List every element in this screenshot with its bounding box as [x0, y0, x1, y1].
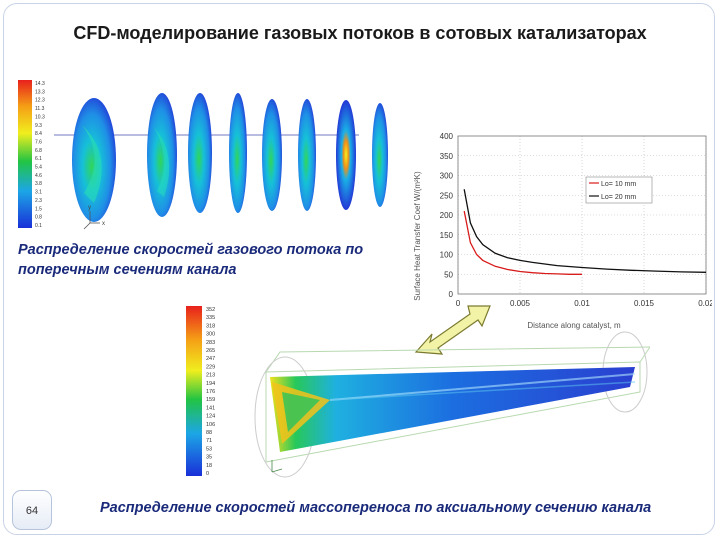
bottom-scale-label: 283 [206, 340, 215, 346]
bottom-scale-label: 229 [206, 364, 215, 370]
axis-widget-x-label: x [102, 221, 105, 227]
chart-plot-area [457, 135, 707, 295]
chart-legend: Lo= 10 mm Lo= 20 mm [585, 176, 653, 204]
chart-x-tick-label: 0.015 [634, 299, 655, 308]
bottom-scale-label: 352 [206, 307, 215, 313]
bottom-scale-label: 124 [206, 414, 215, 420]
bottom-scale-label: 318 [206, 323, 215, 329]
chart-series-line-1 [463, 210, 582, 275]
chart-x-tick-label: 0.01 [574, 299, 590, 308]
legend-item-lo10: Lo= 10 mm [601, 181, 636, 188]
bottom-color-scale-bar [186, 306, 202, 476]
chart-y-tick-label: 400 [440, 132, 454, 141]
bottom-scale-label: 0 [206, 471, 209, 477]
bottom-scale-label: 247 [206, 356, 215, 362]
top-scale-label: 12.3 [35, 98, 45, 104]
top-scale-label: 8.4 [35, 131, 42, 137]
bottom-scale-label: 335 [206, 315, 215, 321]
chart-y-tick-label: 50 [444, 270, 453, 279]
bottom-scale-label: 265 [206, 348, 215, 354]
chart-y-tick-label: 250 [440, 191, 454, 200]
top-scale-label: 9.3 [35, 123, 42, 129]
top-scale-label: 0.8 [35, 215, 42, 221]
top-scale-label: 11.3 [35, 106, 45, 112]
top-color-scale-bar [18, 80, 32, 228]
bottom-scale-label: 88 [206, 430, 212, 436]
chart-y-tick-label: 0 [449, 290, 454, 299]
caption-bottom: Распределение скоростей массопереноса по… [100, 500, 652, 516]
heat-transfer-chart: 400 350 300 250 200 150 100 50 00 0.005 0.01 0.015 0… [406, 124, 712, 334]
top-scale-label: 7.6 [35, 139, 42, 145]
chart-y-tick-label: 200 [440, 211, 454, 220]
chart-y-tick-label: 350 [440, 152, 454, 161]
top-scale-label: 4.6 [35, 173, 42, 179]
bottom-scale-label: 159 [206, 397, 215, 403]
top-scale-label: 2.3 [35, 198, 42, 204]
chart-x-tick-label: 0.005 [510, 299, 531, 308]
top-scale-label: 6.8 [35, 148, 42, 154]
top-scale-label: 3.1 [35, 190, 42, 196]
chart-y-tick-label: 100 [440, 251, 454, 260]
bottom-color-scale-labels: 352 335 318 300 283 265 247 229 213 194 176 159 141 1… [206, 307, 215, 477]
chart-series-line-2 [463, 189, 707, 273]
bottom-scale-label: 141 [206, 405, 215, 411]
chart-y-tick-label: 150 [440, 231, 454, 240]
bottom-scale-label: 18 [206, 463, 212, 469]
bottom-scale-label: 213 [206, 373, 215, 379]
top-scale-label: 3.8 [35, 181, 42, 187]
bottom-scale-label: 176 [206, 389, 215, 395]
axis-widget-y-label: y [88, 205, 91, 211]
chart-x-axis-label: Distance along catalyst, m [527, 321, 621, 330]
top-scale-label: 14.3 [35, 81, 45, 87]
axes-widget-bottom [271, 460, 283, 473]
axial-section-velocity-image: 352 335 318 300 283 265 247 229 213 194 176 159 141 1… [186, 306, 650, 478]
page-number: 64 [12, 490, 52, 530]
bottom-scale-label: 35 [206, 455, 212, 461]
chart-x-tick-label: 0 [456, 299, 461, 308]
bottom-scale-label: 71 [206, 438, 212, 444]
top-color-scale-labels: 14.3 13.3 12.3 11.3 10.3 9.3 8.4 7.6 6.8 6.1 5.4 4.… [35, 81, 45, 229]
top-scale-label: 1.5 [35, 206, 42, 212]
chart-y-axis-label: Surface Heat Transfer Coef W/(m²K) [413, 171, 422, 301]
bottom-scale-label: 53 [206, 446, 212, 452]
axes-widget-top [83, 211, 100, 230]
bottom-scale-label: 300 [206, 332, 215, 338]
cross-section-velocity-image: 14.3 13.3 12.3 11.3 10.3 9.3 8.4 7.6 6.8 6.1 5.4 4.… [18, 80, 388, 230]
top-scale-label: 6.1 [35, 156, 42, 162]
slide-title: CFD-моделирование газовых потоков в сото… [73, 23, 647, 43]
bottom-scale-label: 106 [206, 422, 215, 428]
caption-top: Распределение скоростей газового потока … [18, 242, 364, 278]
top-scale-label: 10.3 [35, 114, 45, 120]
chart-x-tick-label: 0.02 [698, 299, 712, 308]
chart-y-tick-label: 300 [440, 172, 454, 181]
top-scale-label: 13.3 [35, 89, 45, 95]
legend-item-lo20: Lo= 20 mm [601, 194, 636, 201]
top-scale-label: 0.1 [35, 223, 42, 229]
bottom-scale-label: 194 [206, 381, 215, 387]
top-scale-label: 5.4 [35, 165, 42, 171]
